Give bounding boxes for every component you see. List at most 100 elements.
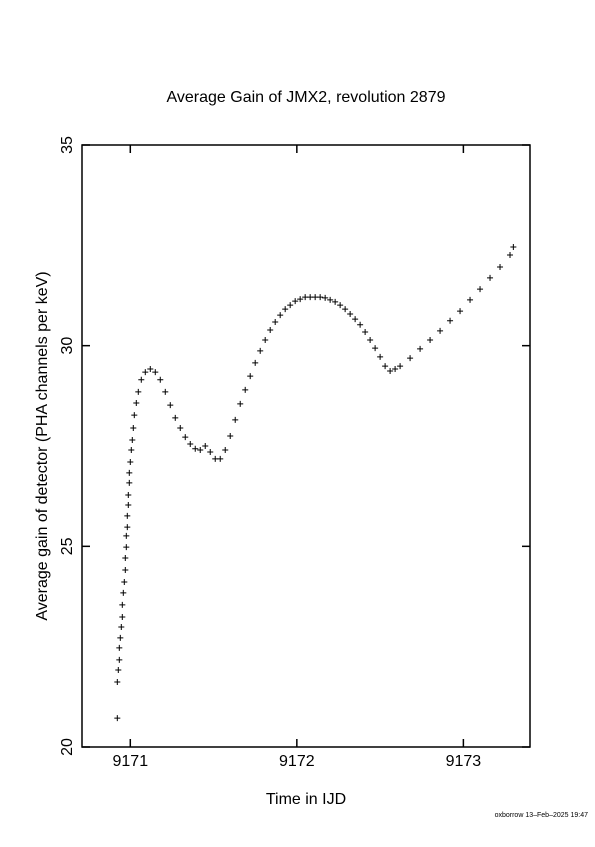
point — [126, 469, 133, 476]
point — [477, 286, 484, 293]
point — [120, 589, 127, 596]
point — [337, 302, 344, 309]
point — [237, 400, 244, 407]
point — [417, 345, 424, 352]
point — [124, 524, 131, 531]
point — [437, 327, 444, 334]
point — [332, 298, 339, 305]
footer: oxborrow 13–Feb–2025 19:47 — [495, 812, 589, 819]
point — [124, 512, 131, 519]
point — [322, 294, 329, 301]
point — [342, 306, 349, 313]
point — [114, 715, 121, 722]
point — [182, 434, 189, 441]
point — [362, 329, 369, 336]
point — [197, 447, 204, 454]
point — [115, 666, 122, 673]
point — [122, 567, 129, 574]
point — [377, 353, 384, 360]
point — [257, 347, 264, 354]
point — [297, 296, 304, 303]
x-tick-label: 9172 — [279, 753, 315, 770]
point — [119, 613, 126, 620]
point — [162, 388, 169, 395]
point — [247, 373, 254, 380]
point — [282, 306, 289, 313]
y-tick-label: 20 — [59, 738, 76, 756]
point — [202, 443, 209, 449]
point — [172, 414, 179, 421]
point — [147, 365, 154, 372]
point — [262, 337, 269, 344]
point — [222, 447, 229, 454]
point — [352, 316, 359, 323]
point — [125, 491, 132, 498]
point — [387, 367, 394, 374]
x-axis-label: Time in IJD — [266, 791, 346, 808]
point — [267, 327, 274, 334]
point — [347, 310, 354, 317]
point — [447, 317, 454, 324]
point — [277, 312, 284, 319]
point — [122, 554, 129, 561]
point — [127, 459, 134, 466]
point — [467, 296, 474, 303]
point — [232, 416, 239, 423]
point — [392, 365, 399, 372]
point — [457, 308, 464, 315]
point — [242, 386, 249, 393]
point — [119, 601, 126, 608]
y-tick-label: 25 — [59, 537, 76, 555]
point — [507, 251, 514, 258]
point — [177, 424, 184, 431]
point — [497, 264, 504, 271]
point — [117, 634, 124, 641]
point — [357, 321, 364, 328]
point — [129, 436, 136, 443]
point — [114, 678, 121, 685]
x-tick-label: 9171 — [113, 753, 149, 770]
point — [130, 424, 137, 431]
point — [167, 402, 174, 409]
point — [427, 337, 434, 344]
point — [131, 412, 138, 419]
point — [121, 579, 128, 586]
point — [116, 644, 123, 651]
point — [397, 363, 404, 370]
plot-frame — [81, 144, 531, 748]
point — [123, 532, 130, 539]
point — [128, 447, 135, 454]
point — [287, 302, 294, 309]
point — [217, 455, 224, 462]
point — [382, 363, 389, 370]
point — [187, 440, 194, 447]
point — [125, 501, 132, 508]
point — [327, 296, 334, 303]
y-tick-label: 35 — [59, 136, 76, 154]
point — [292, 298, 299, 305]
point — [272, 318, 279, 325]
x-tick-label: 9173 — [446, 753, 482, 770]
chart-title: Average Gain of JMX2, revolution 2879 — [167, 89, 446, 106]
point — [142, 369, 149, 376]
point — [510, 243, 517, 250]
point — [367, 337, 374, 344]
point — [135, 388, 142, 395]
point — [372, 345, 379, 352]
y-tick-label: 30 — [59, 337, 76, 355]
point — [133, 400, 140, 407]
point — [252, 359, 259, 366]
point — [487, 274, 494, 281]
point — [126, 479, 133, 486]
point — [407, 355, 414, 362]
y-axis-label: Average gain of detector (PHA channels p… — [34, 271, 51, 620]
point — [118, 624, 125, 631]
point — [116, 656, 123, 663]
point — [152, 369, 159, 376]
point — [192, 445, 199, 452]
point — [207, 449, 214, 456]
point — [227, 432, 234, 439]
point — [123, 544, 130, 551]
